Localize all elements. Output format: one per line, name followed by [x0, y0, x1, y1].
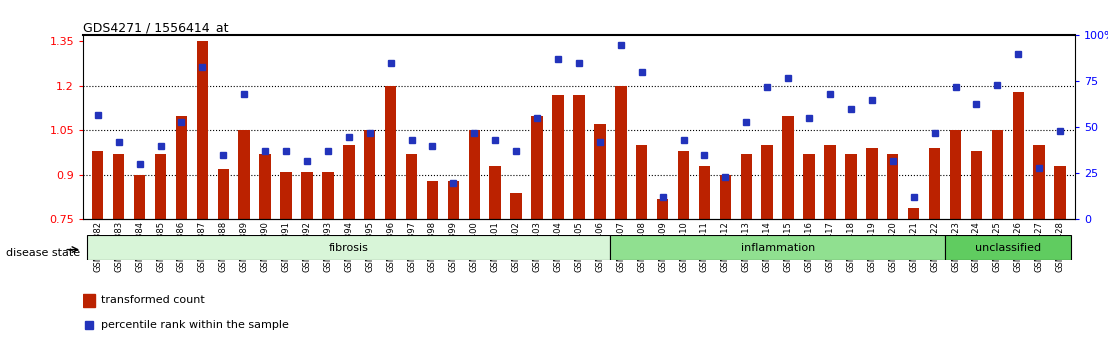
Bar [532, 115, 543, 219]
Bar [945, 235, 1070, 260]
Bar [155, 154, 166, 219]
Bar [217, 169, 229, 219]
Bar [657, 199, 668, 219]
Bar [238, 130, 250, 219]
Bar [740, 154, 752, 219]
Text: percentile rank within the sample: percentile rank within the sample [101, 320, 289, 330]
Bar [134, 175, 145, 219]
Bar [259, 154, 270, 219]
Bar [992, 130, 1003, 219]
Bar [427, 181, 439, 219]
Bar [511, 193, 522, 219]
Bar [866, 148, 878, 219]
Bar [636, 145, 647, 219]
Bar [1013, 92, 1024, 219]
Bar [888, 154, 899, 219]
Text: disease state: disease state [6, 248, 80, 258]
Bar [929, 148, 941, 219]
Bar [469, 130, 480, 219]
Bar [322, 172, 334, 219]
Bar [88, 235, 611, 260]
Bar [343, 145, 355, 219]
Bar [803, 154, 814, 219]
Bar [1055, 166, 1066, 219]
Bar [615, 86, 626, 219]
Bar [176, 115, 187, 219]
Bar [950, 130, 962, 219]
Bar [552, 95, 564, 219]
Text: unclassified: unclassified [975, 243, 1040, 253]
Bar [594, 125, 606, 219]
Bar [1034, 145, 1045, 219]
Bar [490, 166, 501, 219]
Bar [196, 41, 208, 219]
Bar [113, 154, 124, 219]
Bar [406, 154, 418, 219]
Bar [280, 172, 291, 219]
Bar [573, 95, 585, 219]
Bar [448, 181, 459, 219]
Bar [761, 145, 773, 219]
Bar [824, 145, 835, 219]
Text: inflammation: inflammation [740, 243, 814, 253]
Bar [971, 151, 982, 219]
Text: fibrosis: fibrosis [329, 243, 369, 253]
Bar [845, 154, 856, 219]
Bar [907, 207, 920, 219]
Bar [611, 235, 945, 260]
Bar [699, 166, 710, 219]
Bar [719, 175, 731, 219]
Bar [83, 294, 95, 307]
Bar [384, 86, 397, 219]
Bar [92, 151, 103, 219]
Bar [301, 172, 312, 219]
Text: transformed count: transformed count [101, 295, 205, 306]
Text: GDS4271 / 1556414_at: GDS4271 / 1556414_at [83, 21, 228, 34]
Bar [678, 151, 689, 219]
Bar [363, 130, 376, 219]
Bar [782, 115, 794, 219]
